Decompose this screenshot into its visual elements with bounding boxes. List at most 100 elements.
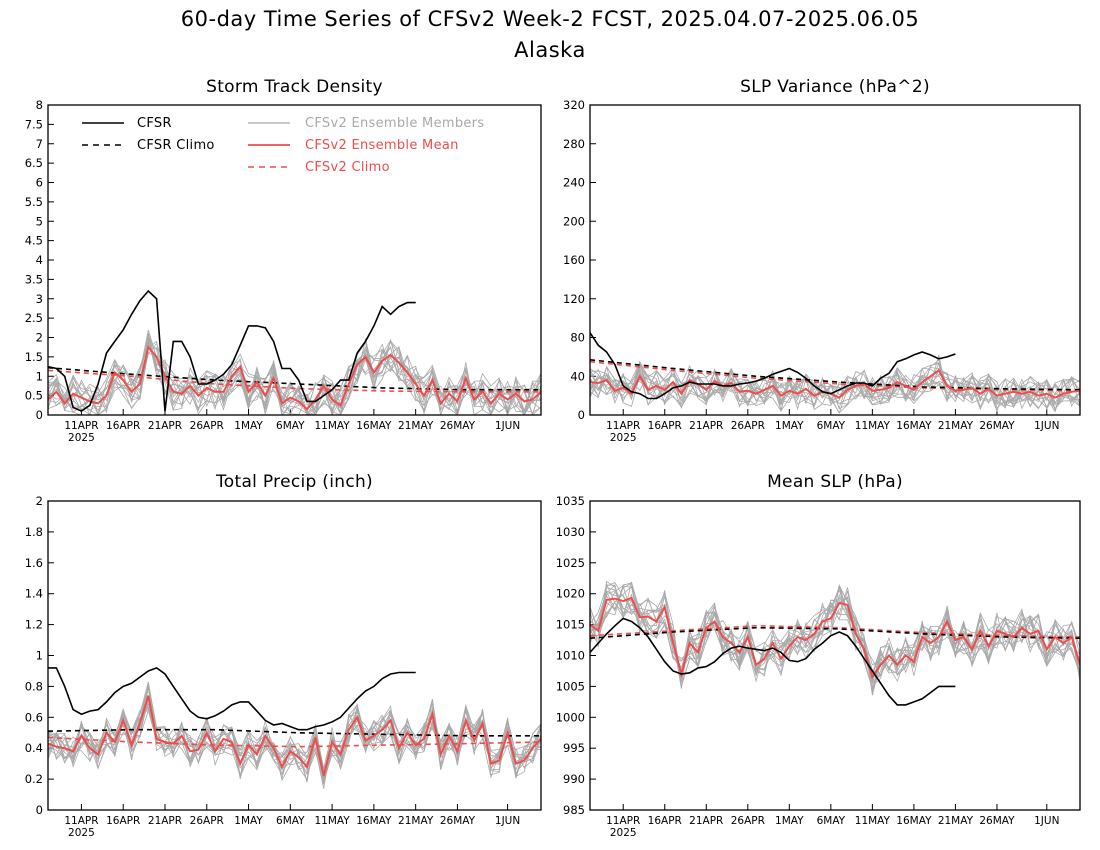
mean-slp-year-label: 2025 xyxy=(610,827,637,839)
storm-track-ensemble-member-line xyxy=(48,347,541,415)
total-precip-ensemble-member-line xyxy=(48,687,541,781)
mean-slp-xtick-label: 26MAY xyxy=(979,815,1015,827)
total-precip-ytick-label: 0.2 xyxy=(25,772,43,786)
total-precip-cfsr-line xyxy=(48,667,416,731)
mean-slp-ensemble-member-line xyxy=(590,585,1080,691)
total-precip-ytick-label: 0.8 xyxy=(25,679,43,693)
mean-slp-ytick-label: 1035 xyxy=(556,494,585,508)
storm-track-cfsv2-climo-line xyxy=(48,369,541,393)
mean-slp-ytick-label: 990 xyxy=(563,772,585,786)
total-precip-xtick-label: 21MAY xyxy=(398,815,434,827)
total-precip-frame xyxy=(47,500,542,811)
total-precip-ytick-label: 1 xyxy=(36,649,43,663)
storm-track-ytick-label: 6 xyxy=(36,176,43,190)
slp-variance-ytick-label: 0 xyxy=(578,408,585,422)
slp-variance-ytick-label: 200 xyxy=(563,214,585,228)
total-precip-ytick-label: 2 xyxy=(36,494,43,508)
slp-variance-xtick-label: 21APR xyxy=(689,420,723,432)
mean-slp-ensemble-member-line xyxy=(590,585,1080,693)
slp-variance-cfsr-line xyxy=(590,332,956,400)
mean-slp-panel: Mean SLP (hPa) 985 990 995 1000 1005 1010 1015 1… xyxy=(556,472,1081,839)
total-precip-cfsr-climo-line xyxy=(48,728,541,737)
slp-variance-title: SLP Variance (hPa^2) xyxy=(740,77,930,97)
storm-track-ytick-label: 3.5 xyxy=(25,272,43,286)
legend-cfsr-label: CFSR xyxy=(137,116,172,131)
slp-variance-xtick-label: 1MAY xyxy=(775,420,804,432)
mean-slp-ytick-label: 1000 xyxy=(556,710,585,724)
storm-track-ytick-label: 2.5 xyxy=(25,311,43,325)
slp-variance-xtick-label: 6MAY xyxy=(817,420,846,432)
slp-variance-xtick-label: 11APR xyxy=(606,420,640,432)
total-precip-ytick-label: 0 xyxy=(36,803,43,817)
storm-track-xtick-label: 1MAY xyxy=(234,420,263,432)
total-precip-ytick-label: 1.8 xyxy=(25,525,43,539)
storm-track-cfsr-line xyxy=(48,289,416,413)
slp-variance-ytick-label: 280 xyxy=(563,137,585,151)
slp-variance-ytick-label: 80 xyxy=(570,331,585,345)
total-precip-xtick-label: 16MAY xyxy=(356,815,392,827)
storm-track-xtick-label: 16MAY xyxy=(356,420,392,432)
figure-title: 60-day Time Series of CFSv2 Week-2 FCST,… xyxy=(181,7,919,31)
total-precip-panel: Total Precip (inch) 0 0.2 0.4 0.6 0.8 1 1.2 1.4 1… xyxy=(25,472,542,839)
legend-cfsv2-climo-label: CFSv2 Climo xyxy=(305,160,390,175)
figure-subtitle: Alaska xyxy=(514,38,586,62)
legend: CFSR CFSR Climo CFSv2 Ensemble Members C… xyxy=(82,116,484,175)
legend-ens-mean-label: CFSv2 Ensemble Mean xyxy=(305,138,459,153)
mean-slp-plot-area xyxy=(590,580,1080,706)
total-precip-xtick-label: 26MAY xyxy=(440,815,476,827)
slp-variance-cfsr-climo-line xyxy=(590,359,1080,391)
mean-slp-cfsr-line xyxy=(590,617,956,706)
mean-slp-ytick-label: 1020 xyxy=(556,587,585,601)
total-precip-xtick-label: 26APR xyxy=(190,815,224,827)
mean-slp-xtick-label: 11APR xyxy=(606,815,640,827)
storm-track-ensemble-member-line xyxy=(48,329,541,415)
storm-track-xtick-label: 26APR xyxy=(190,420,224,432)
storm-track-xtick-label: 21APR xyxy=(148,420,182,432)
mean-slp-title: Mean SLP (hPa) xyxy=(767,472,903,492)
storm-track-xtick-label: 11MAY xyxy=(315,420,351,432)
slp-variance-ensemble-member-line xyxy=(590,368,1080,407)
total-precip-ytick-label: 0.4 xyxy=(25,741,43,755)
mean-slp-ytick-label: 1015 xyxy=(556,618,585,632)
slp-variance-plot-area xyxy=(590,332,1080,415)
storm-track-ytick-label: 5 xyxy=(36,214,43,228)
slp-variance-ytick-label: 160 xyxy=(563,253,585,267)
storm-track-xtick-label: 26MAY xyxy=(440,420,476,432)
total-precip-xtick-label: 1JUN xyxy=(495,815,520,827)
total-precip-ytick-label: 1.2 xyxy=(25,618,43,632)
storm-track-plot-area xyxy=(48,289,541,415)
total-precip-ytick-label: 0.6 xyxy=(25,710,43,724)
slp-variance-ytick-label: 240 xyxy=(563,176,585,190)
mean-slp-xtick-label: 11MAY xyxy=(855,815,891,827)
storm-track-ytick-label: 7.5 xyxy=(25,117,43,131)
mean-slp-cfsv2-climo-line xyxy=(590,624,1080,638)
total-precip-xtick-label: 16APR xyxy=(106,815,140,827)
slp-variance-xtick-label: 21MAY xyxy=(938,420,974,432)
total-precip-ensemble-mean-line xyxy=(48,695,541,777)
mean-slp-ytick-label: 985 xyxy=(563,803,585,817)
slp-variance-xtick-label: 26APR xyxy=(731,420,765,432)
slp-variance-frame xyxy=(589,104,1081,416)
mean-slp-xtick-label: 21APR xyxy=(689,815,723,827)
slp-variance-year-label: 2025 xyxy=(610,432,637,444)
storm-track-ytick-label: 4.5 xyxy=(25,234,43,248)
legend-cfsr-climo-label: CFSR Climo xyxy=(137,138,215,153)
slp-variance-ytick-label: 120 xyxy=(563,292,585,306)
mean-slp-xtick-label: 16MAY xyxy=(896,815,932,827)
storm-track-cfsr-climo-line xyxy=(48,366,541,391)
storm-track-ytick-label: 6.5 xyxy=(25,156,43,170)
legend-members-label: CFSv2 Ensemble Members xyxy=(305,116,484,131)
storm-track-ensemble-member-line xyxy=(48,338,541,415)
storm-track-xtick-label: 6MAY xyxy=(276,420,305,432)
total-precip-ytick-label: 1.6 xyxy=(25,556,43,570)
mean-slp-xtick-label: 16APR xyxy=(648,815,682,827)
storm-track-ensemble-mean-line xyxy=(48,345,541,411)
total-precip-xtick-label: 11MAY xyxy=(315,815,351,827)
slp-variance-xtick-label: 1JUN xyxy=(1034,420,1059,432)
slp-variance-cfsv2-climo-line xyxy=(590,360,1080,392)
mean-slp-ytick-label: 1025 xyxy=(556,556,585,570)
slp-variance-xtick-label: 16MAY xyxy=(896,420,932,432)
slp-variance-xtick-label: 26MAY xyxy=(979,420,1015,432)
total-precip-title: Total Precip (inch) xyxy=(215,472,373,492)
total-precip-year-label: 2025 xyxy=(68,827,95,839)
